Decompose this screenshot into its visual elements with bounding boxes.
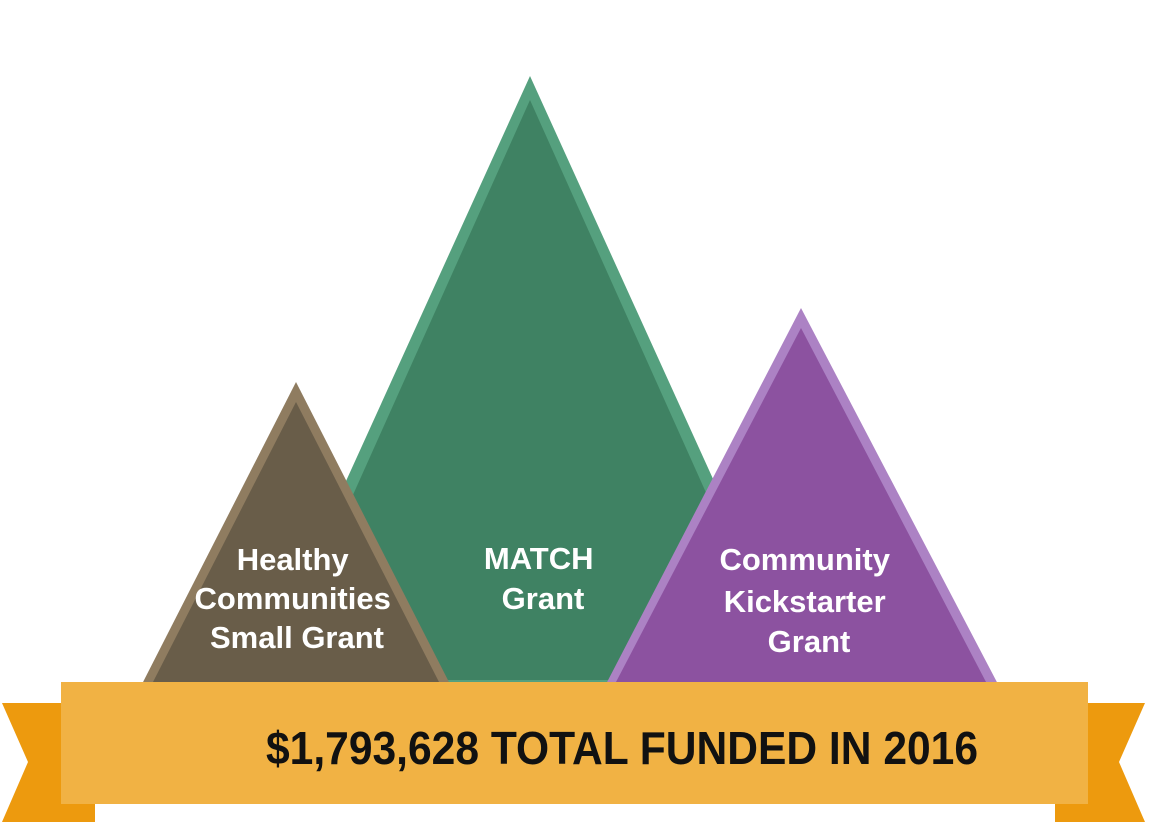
peak-label-line: Healthy [237, 542, 350, 577]
peak-community-kickstarter [604, 308, 1000, 688]
peak-label-line: Grant [768, 624, 851, 659]
peak-label-line: Grant [502, 581, 585, 616]
peak-match-fill [270, 100, 790, 680]
peak-label-line: MATCH [484, 541, 594, 576]
peak-match-grant [252, 76, 808, 688]
peak-label-match: MATCH Grant [484, 541, 602, 616]
peak-kickstarter-fill [616, 328, 986, 682]
peak-label-kickstarter: Community Kickstarter Grant [719, 542, 898, 659]
peak-label-line: Small Grant [210, 620, 384, 655]
total-banner [61, 682, 1088, 804]
peak-label-line: Communities [195, 581, 391, 616]
peak-label-healthy: Healthy Communities Small Grant [195, 542, 400, 655]
peak-label-line: Kickstarter [724, 584, 886, 619]
peak-label-line: Community [719, 542, 890, 577]
peak-healthy-communities [140, 382, 452, 688]
total-funded-text: $1,793,628 TOTAL FUNDED IN 2016 [266, 722, 978, 774]
peak-healthy-fill [153, 402, 439, 682]
